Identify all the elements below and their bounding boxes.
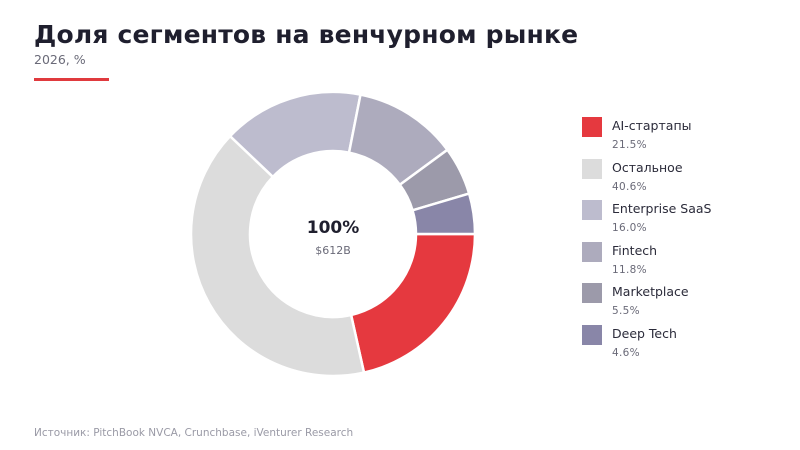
donut-slice — [411, 191, 477, 236]
legend-label: Остальное — [612, 159, 683, 175]
legend-value: 11.8% — [612, 263, 647, 276]
legend-label: AI-стартапы — [612, 118, 692, 133]
legend-swatch — [582, 324, 602, 345]
donut-slice — [189, 134, 366, 378]
donut-slice — [349, 232, 477, 375]
legend-label: Fintech — [612, 242, 658, 258]
legend-label: Deep Tech — [612, 325, 677, 341]
source-note: Источник: PitchBook NVCA, Crunchbase, iV… — [34, 427, 354, 439]
chart-subtitle: 2026, % — [34, 52, 86, 67]
legend-value: 16.0% — [612, 222, 647, 235]
legend-label: Marketplace — [612, 284, 689, 300]
chart-title: Доля сегментов на венчурном рынке — [34, 20, 579, 49]
title-accent-bar — [34, 78, 109, 81]
donut-center-amount: $612B — [315, 244, 351, 257]
legend-value: 4.6% — [612, 346, 640, 359]
legend-swatch — [582, 200, 602, 221]
legend-swatch — [582, 283, 602, 304]
legend-value: 40.6% — [612, 180, 647, 193]
legend-label: Enterprise SaaS — [612, 201, 712, 217]
legend-value: 5.5% — [612, 305, 640, 318]
legend-value: 21.5% — [612, 139, 647, 151]
donut-center-total: 100% — [307, 218, 360, 238]
legend-swatch — [582, 241, 602, 262]
legend-swatch — [582, 158, 602, 179]
legend-swatch — [582, 117, 602, 137]
